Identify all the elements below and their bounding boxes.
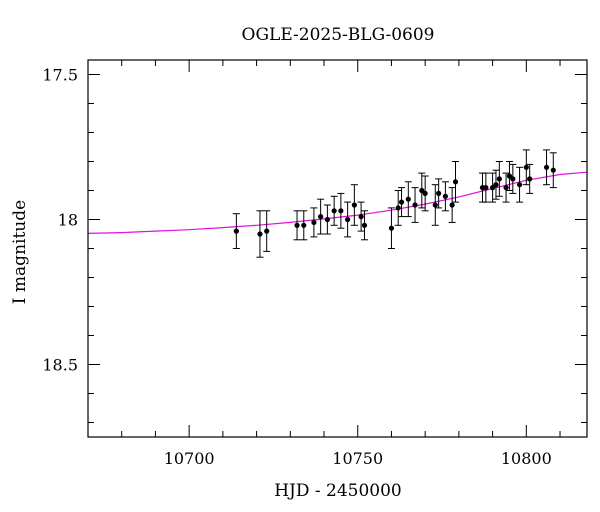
y-tick-labels: 17.5 18 18.5 — [42, 66, 78, 375]
point-marker — [442, 193, 448, 199]
data-point — [398, 187, 406, 218]
point-marker — [264, 228, 270, 234]
data-point — [448, 187, 456, 223]
point-marker — [294, 222, 300, 228]
point-marker — [516, 182, 523, 188]
data-point — [543, 149, 551, 186]
point-marker — [432, 202, 438, 208]
point-marker — [233, 228, 239, 234]
data-point — [310, 207, 318, 238]
point-marker — [318, 214, 324, 220]
point-marker — [543, 164, 550, 170]
point-marker — [324, 216, 330, 223]
y-tick-label: 17.5 — [42, 66, 78, 85]
point-marker — [388, 225, 395, 231]
data-point — [256, 210, 264, 258]
point-marker — [489, 185, 496, 191]
data-point — [441, 181, 449, 212]
chart-title: OGLE-2025-BLG-0609 — [242, 25, 435, 45]
data-point — [495, 161, 503, 197]
point-marker — [345, 216, 351, 223]
data-point — [360, 210, 368, 241]
point-marker — [405, 196, 411, 202]
data-point — [350, 184, 358, 226]
data-point — [505, 161, 513, 191]
point-marker — [449, 202, 455, 208]
point-marker — [506, 173, 513, 179]
data-point — [502, 172, 510, 203]
point-marker — [436, 190, 442, 196]
x-tick-label: 10700 — [164, 449, 215, 468]
point-marker — [338, 208, 344, 214]
data-point — [411, 187, 419, 223]
data-point — [522, 149, 530, 186]
data-point — [394, 190, 402, 226]
point-marker — [398, 199, 405, 205]
data-point — [232, 213, 240, 249]
point-marker — [361, 222, 368, 228]
data-point — [431, 184, 439, 226]
point-marker — [257, 231, 263, 237]
point-marker — [311, 219, 317, 225]
data-point — [421, 175, 429, 212]
data-point — [293, 210, 301, 241]
point-marker — [395, 205, 401, 211]
data-point — [489, 172, 497, 203]
point-marker — [412, 202, 418, 208]
data-points — [232, 149, 557, 258]
y-tick-label: 18.5 — [42, 356, 78, 375]
point-marker — [419, 187, 425, 194]
point-marker — [493, 182, 499, 188]
x-tick-label: 10750 — [332, 449, 383, 468]
data-point — [300, 210, 308, 241]
x-tick-label: 10800 — [501, 449, 552, 468]
point-marker — [358, 214, 364, 220]
data-point — [549, 152, 557, 189]
point-marker — [510, 176, 516, 182]
data-point — [263, 210, 271, 252]
data-point — [387, 207, 395, 249]
point-marker — [452, 179, 459, 185]
data-point — [526, 163, 534, 194]
point-marker — [496, 176, 502, 182]
data-point — [317, 198, 325, 235]
data-point — [516, 166, 524, 203]
point-marker — [351, 202, 357, 208]
data-point — [404, 181, 412, 218]
data-point — [337, 192, 345, 229]
data-point — [357, 201, 365, 232]
data-point — [418, 172, 426, 209]
y-tick-label: 18 — [58, 211, 78, 230]
point-marker — [301, 222, 307, 228]
data-point — [482, 172, 490, 203]
data-point — [435, 178, 443, 209]
y-axis-label: I magnitude — [10, 200, 30, 304]
point-marker — [483, 185, 489, 191]
data-point — [492, 169, 500, 200]
axis-ticks — [87, 60, 587, 437]
data-point — [330, 195, 338, 226]
x-axis-label: HJD - 2450000 — [274, 481, 402, 501]
point-marker — [523, 164, 529, 170]
plot-frame — [87, 59, 588, 438]
point-marker — [550, 167, 556, 173]
data-point — [509, 163, 517, 194]
data-point — [452, 161, 460, 203]
point-marker — [331, 208, 337, 214]
data-point — [344, 201, 352, 238]
point-marker — [527, 176, 533, 182]
x-tick-labels: 10700 10750 10800 — [164, 449, 552, 468]
point-marker — [503, 185, 509, 191]
point-marker — [422, 190, 428, 196]
data-point — [323, 204, 331, 235]
